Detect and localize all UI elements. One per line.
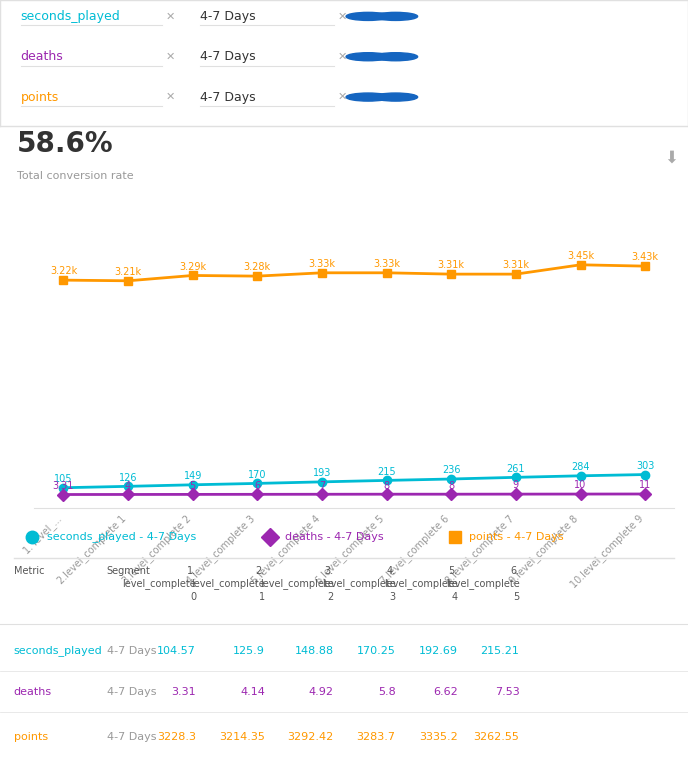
Circle shape [374, 12, 418, 21]
Text: points: points [21, 91, 59, 104]
Text: 3262.55: 3262.55 [473, 732, 519, 742]
Text: 8: 8 [384, 481, 389, 490]
Text: 6.
level_complete
5: 6. level_complete 5 [446, 566, 519, 602]
Text: 236: 236 [442, 465, 460, 475]
Text: 4-7 Days: 4-7 Days [200, 50, 255, 63]
Text: ✕: ✕ [165, 92, 175, 102]
Text: 170: 170 [248, 470, 267, 480]
Text: +: + [389, 89, 402, 105]
Text: 148.88: 148.88 [294, 646, 334, 656]
Text: −: − [362, 89, 374, 105]
Text: 105: 105 [54, 474, 73, 484]
Text: 5.
level_complete
4: 5. level_complete 4 [384, 566, 458, 602]
Text: 3.31: 3.31 [53, 481, 74, 490]
Text: 8: 8 [448, 481, 454, 490]
Text: 1.
level_complete
0: 1. level_complete 0 [122, 566, 196, 602]
Text: −: − [362, 9, 374, 24]
Text: ✕: ✕ [337, 92, 347, 102]
Text: 170.25: 170.25 [356, 646, 396, 656]
Text: 58.6%: 58.6% [17, 131, 114, 158]
Text: 193: 193 [313, 468, 331, 478]
Text: 7.53: 7.53 [495, 687, 519, 697]
Text: ✕: ✕ [165, 11, 175, 21]
Text: 4: 4 [125, 481, 131, 490]
Text: 261: 261 [506, 464, 525, 474]
Text: 4-7 Days: 4-7 Days [107, 687, 156, 697]
Text: 104.57: 104.57 [157, 646, 196, 656]
Text: 3228.3: 3228.3 [157, 732, 196, 742]
Text: deaths: deaths [14, 687, 52, 697]
Text: Segment: Segment [107, 566, 151, 576]
Text: seconds_played - 4-7 Days: seconds_played - 4-7 Days [47, 531, 196, 542]
Text: 9: 9 [513, 481, 519, 490]
Text: 3.29k: 3.29k [179, 262, 206, 272]
Circle shape [346, 53, 390, 61]
Text: 125.9: 125.9 [233, 646, 265, 656]
Text: 2.
level_complete
1: 2. level_complete 1 [191, 566, 265, 602]
Text: ✕: ✕ [337, 52, 347, 62]
Text: 4-7 Days: 4-7 Days [200, 91, 255, 104]
Text: 126: 126 [119, 473, 138, 483]
Text: 3.22k: 3.22k [50, 267, 77, 277]
Text: 4.92: 4.92 [309, 687, 334, 697]
Text: +: + [389, 49, 402, 64]
Text: −: − [362, 49, 374, 64]
Text: 3335.2: 3335.2 [419, 732, 458, 742]
Text: deaths - 4-7 Days: deaths - 4-7 Days [285, 532, 383, 542]
Text: 6: 6 [255, 481, 261, 490]
Text: 5: 5 [190, 481, 196, 490]
Circle shape [346, 12, 390, 21]
Text: 3292.42: 3292.42 [288, 732, 334, 742]
Text: 303: 303 [636, 461, 654, 471]
Text: points - 4-7 Days: points - 4-7 Days [469, 532, 564, 542]
Circle shape [346, 93, 390, 101]
Text: 3.33k: 3.33k [373, 259, 400, 269]
Text: 3.31k: 3.31k [438, 261, 465, 270]
Text: ✕: ✕ [165, 52, 175, 62]
Text: 284: 284 [571, 462, 590, 472]
Text: 5.8: 5.8 [378, 687, 396, 697]
Text: 3.
level_complete
2: 3. level_complete 2 [260, 566, 334, 602]
Text: 3.21k: 3.21k [114, 267, 142, 277]
Text: Total conversion rate: Total conversion rate [17, 171, 134, 182]
Text: 3.31: 3.31 [171, 687, 196, 697]
Circle shape [374, 53, 418, 61]
Text: 215: 215 [377, 467, 396, 477]
Text: 3.45k: 3.45k [567, 251, 594, 261]
Circle shape [374, 93, 418, 101]
Text: 3.31k: 3.31k [502, 261, 529, 270]
Text: Metric: Metric [14, 566, 44, 576]
Text: 11: 11 [639, 481, 652, 490]
Text: 4.14: 4.14 [240, 687, 265, 697]
Text: 3.28k: 3.28k [244, 263, 271, 273]
Text: 4.
level_complete
3: 4. level_complete 3 [322, 566, 396, 602]
Text: 3283.7: 3283.7 [356, 732, 396, 742]
Text: 4-7 Days: 4-7 Days [107, 646, 156, 656]
Text: 149: 149 [184, 471, 202, 481]
Text: 3.43k: 3.43k [632, 252, 658, 263]
Text: 215.21: 215.21 [480, 646, 519, 656]
Text: deaths: deaths [21, 50, 63, 63]
Text: 4-7 Days: 4-7 Days [200, 10, 255, 23]
Text: 3214.35: 3214.35 [219, 732, 265, 742]
Text: points: points [14, 732, 48, 742]
Text: +: + [389, 9, 402, 24]
Text: 192.69: 192.69 [418, 646, 458, 656]
Text: ⬇: ⬇ [664, 148, 678, 167]
Text: 4-7 Days: 4-7 Days [107, 732, 156, 742]
Text: seconds_played: seconds_played [14, 645, 103, 656]
Text: 7: 7 [319, 481, 325, 490]
Text: 10: 10 [574, 481, 587, 490]
Text: 3.33k: 3.33k [308, 259, 336, 269]
Text: seconds_played: seconds_played [21, 10, 120, 23]
Text: 6.62: 6.62 [433, 687, 458, 697]
Text: ✕: ✕ [337, 11, 347, 21]
